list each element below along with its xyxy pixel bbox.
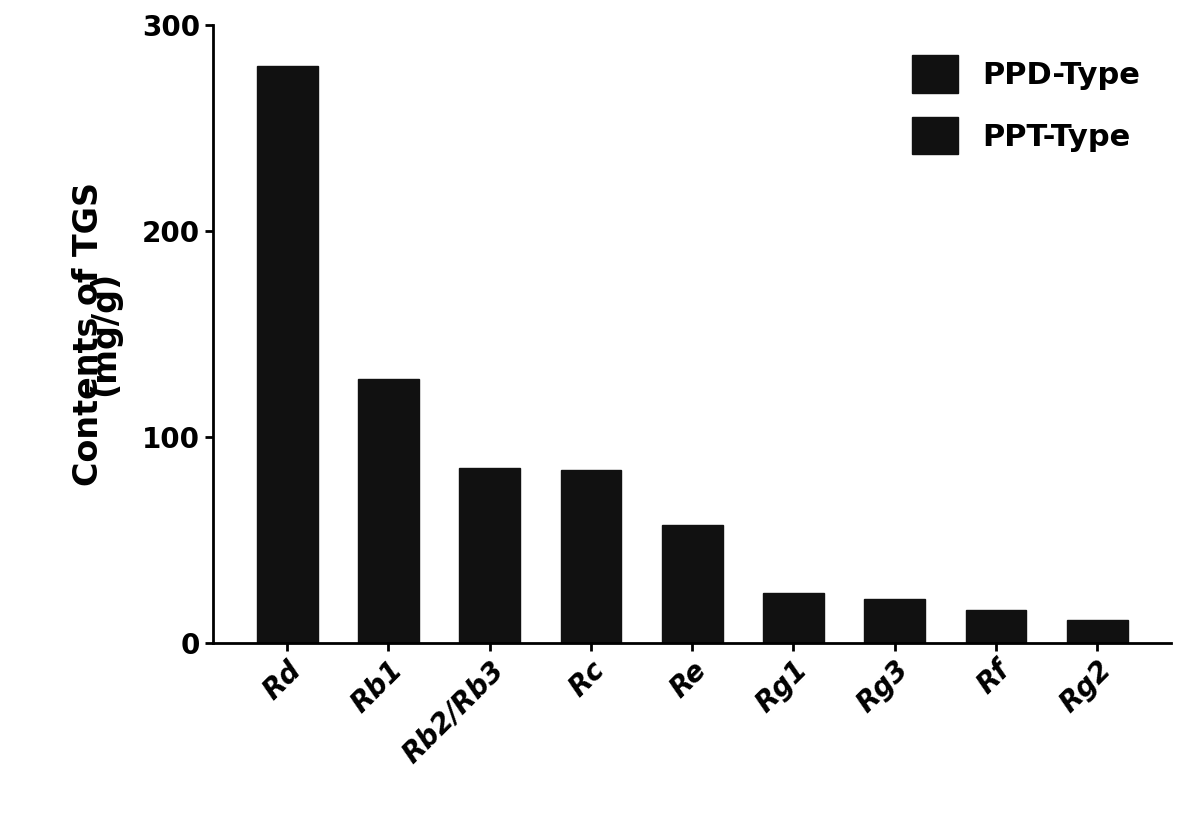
Bar — [662, 526, 723, 643]
Bar — [1066, 620, 1128, 643]
Legend: PPD-Type, PPT-Type: PPD-Type, PPT-Type — [897, 40, 1155, 170]
Bar — [358, 379, 418, 643]
Bar — [561, 470, 621, 643]
Text: Contents of TGS: Contents of TGS — [72, 182, 105, 486]
Bar — [763, 593, 824, 643]
Y-axis label: (mg/g): (mg/g) — [88, 271, 121, 396]
Bar — [257, 66, 318, 643]
Bar — [966, 610, 1026, 643]
Bar — [460, 468, 520, 643]
Bar — [864, 600, 925, 643]
